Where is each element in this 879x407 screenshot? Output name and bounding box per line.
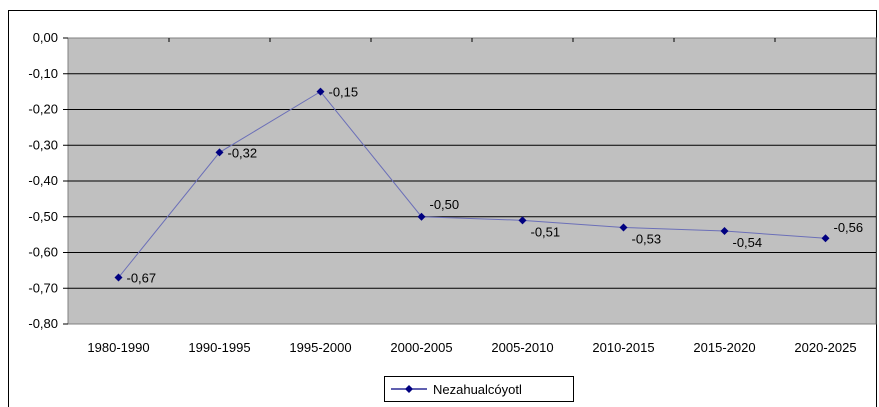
data-labels: -0,67 -0,32 -0,15 -0,50 -0,51 -0,53 -0,54 -0,56 bbox=[127, 85, 864, 286]
y-axis-tick-labels: 0,00 -0,10 -0,20 -0,30 -0,40 -0,50 -0,60 -0,70 -… bbox=[28, 30, 58, 331]
x-axis-tick-labels: 1980-1990 1990-1995 1995-2000 2000-2005 2005… bbox=[87, 340, 856, 355]
data-point bbox=[720, 227, 729, 236]
x-tick-label: 2020-2025 bbox=[794, 340, 856, 355]
legend-marker-icon bbox=[391, 385, 427, 393]
x-axis-ticks bbox=[168, 38, 776, 42]
x-tick-label: 1990-1995 bbox=[188, 340, 250, 355]
data-label: -0,15 bbox=[329, 85, 359, 100]
y-tick-label: -0,60 bbox=[28, 245, 58, 260]
data-point bbox=[821, 234, 830, 243]
x-tick-label: 1995-2000 bbox=[289, 340, 351, 355]
y-tick-label: 0,00 bbox=[33, 30, 58, 45]
data-label: -0,67 bbox=[127, 271, 157, 286]
data-label: -0,56 bbox=[834, 220, 864, 235]
grid-lines bbox=[63, 37, 876, 325]
data-label: -0,53 bbox=[632, 231, 662, 246]
data-point bbox=[417, 212, 426, 221]
x-tick-label: 2015-2020 bbox=[693, 340, 755, 355]
data-label: -0,50 bbox=[430, 197, 460, 212]
legend-label: Nezahualcóyotl bbox=[433, 381, 522, 397]
legend: Nezahualcóyotl bbox=[384, 376, 574, 402]
x-tick-label: 2005-2010 bbox=[491, 340, 553, 355]
y-tick-label: -0,80 bbox=[28, 316, 58, 331]
data-label: -0,51 bbox=[531, 224, 561, 239]
y-tick-label: -0,70 bbox=[28, 280, 58, 295]
data-point bbox=[518, 216, 527, 225]
y-tick-label: -0,40 bbox=[28, 173, 58, 188]
x-tick-label: 2010-2015 bbox=[592, 340, 654, 355]
y-tick-label: -0,50 bbox=[28, 209, 58, 224]
y-tick-label: -0,20 bbox=[28, 102, 58, 117]
y-tick-label: -0,30 bbox=[28, 137, 58, 152]
x-tick-label: 1980-1990 bbox=[87, 340, 149, 355]
data-point bbox=[215, 148, 224, 157]
data-label: -0,54 bbox=[733, 235, 763, 250]
data-label: -0,32 bbox=[228, 145, 258, 160]
data-point bbox=[316, 87, 325, 96]
y-tick-label: -0,10 bbox=[28, 66, 58, 81]
series-nezahualcoyotl bbox=[114, 87, 830, 282]
data-point bbox=[114, 273, 123, 282]
series-line bbox=[118, 90, 826, 278]
data-point bbox=[619, 223, 628, 232]
x-tick-label: 2000-2005 bbox=[390, 340, 452, 355]
